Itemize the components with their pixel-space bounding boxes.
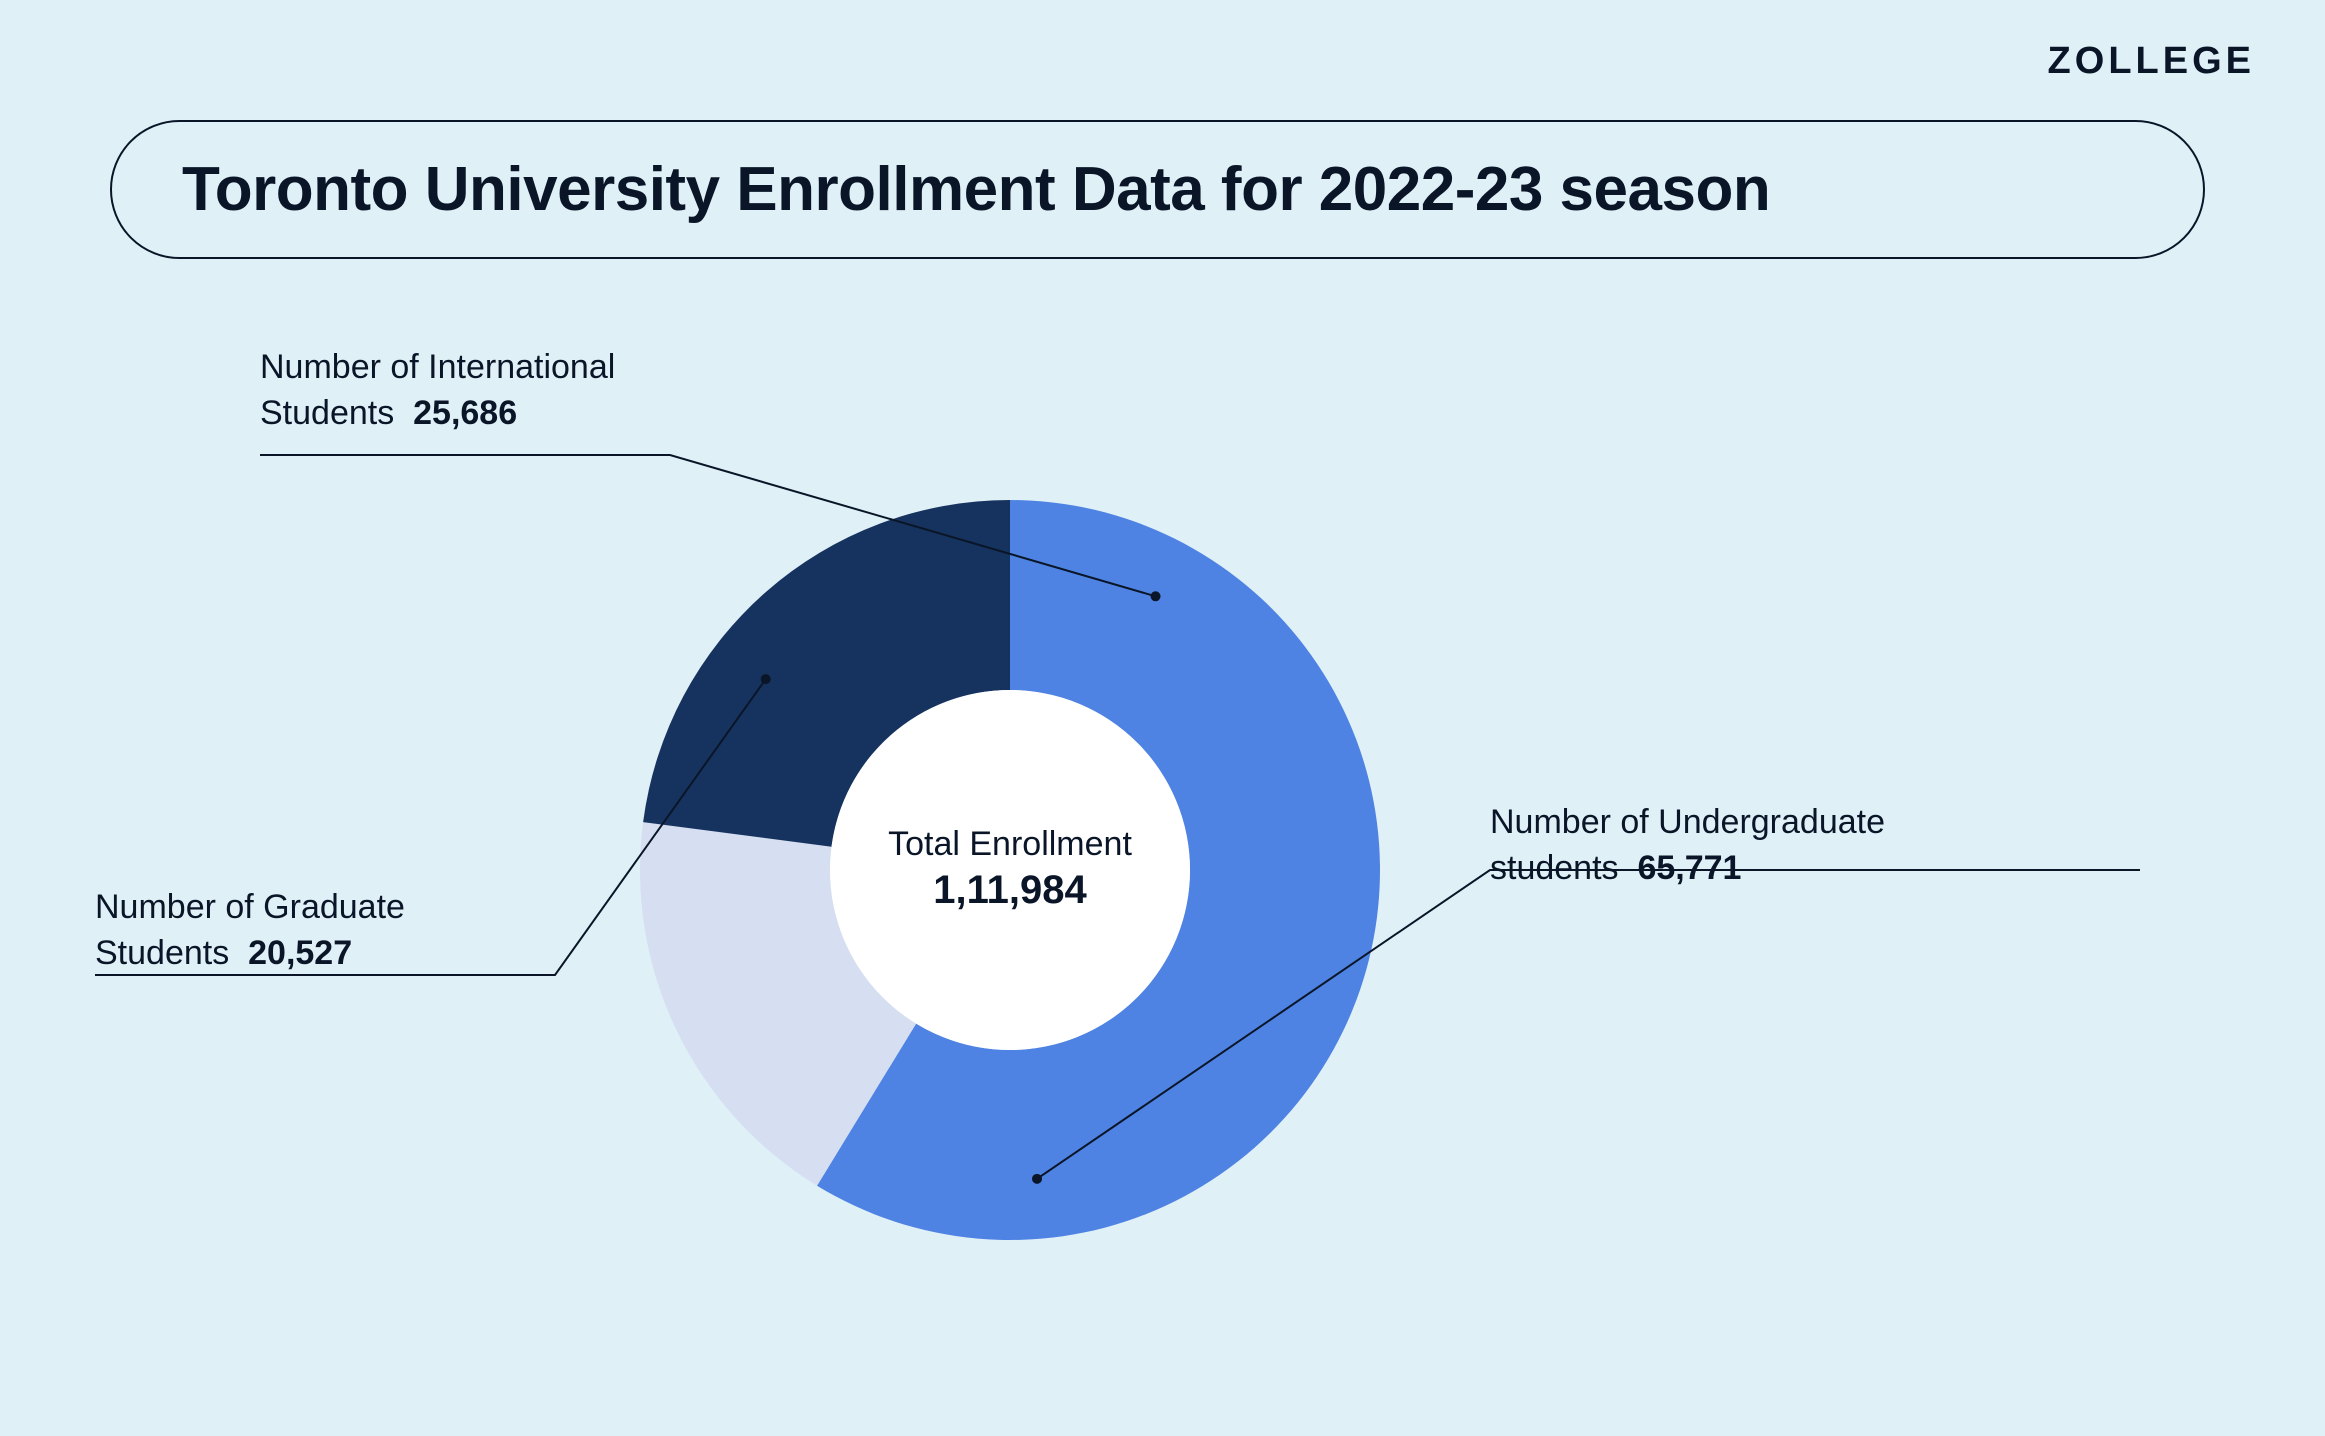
leader-dot-intl [1151,591,1161,601]
center-label: Total Enrollment 1,11,984 [840,825,1180,913]
callout-undergrad: Number of Undergraduate students 65,771 [1490,800,1885,892]
leader-dot-undergrad [1032,1174,1042,1184]
callout-intl-line2: Students [260,394,394,432]
donut-chart: Total Enrollment 1,11,984 Number of Unde… [0,310,2325,1436]
callout-undergrad-value: 65,771 [1637,849,1741,887]
callout-intl-value: 25,686 [413,394,517,432]
title-container: Toronto University Enrollment Data for 2… [110,120,2205,259]
page-title: Toronto University Enrollment Data for 2… [182,154,2133,225]
callout-graduate-line2: Students [95,934,229,972]
callout-graduate-line1: Number of Graduate [95,888,405,926]
center-label-value: 1,11,984 [840,868,1180,913]
brand-logo: ZOLLEGE [2048,40,2255,83]
callout-undergrad-line1: Number of Undergraduate [1490,803,1885,841]
callout-undergrad-line2: students [1490,849,1619,887]
callout-graduate-value: 20,527 [248,934,352,972]
callout-graduate: Number of Graduate Students 20,527 [95,885,405,977]
callout-intl-line1: Number of International [260,348,615,386]
leader-dot-graduate [761,674,771,684]
callout-intl: Number of International Students 25,686 [260,345,615,437]
center-label-title: Total Enrollment [840,825,1180,864]
